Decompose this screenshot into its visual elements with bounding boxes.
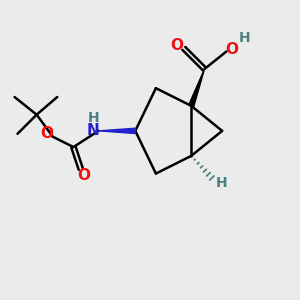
Text: O: O — [40, 126, 53, 141]
Polygon shape — [189, 69, 205, 107]
Text: H: H — [238, 31, 250, 45]
Polygon shape — [98, 128, 135, 134]
Text: H: H — [87, 112, 99, 125]
Text: O: O — [77, 167, 90, 182]
Text: H: H — [215, 176, 227, 190]
Text: O: O — [225, 41, 239, 56]
Text: N: N — [87, 123, 100, 138]
Text: O: O — [170, 38, 183, 53]
